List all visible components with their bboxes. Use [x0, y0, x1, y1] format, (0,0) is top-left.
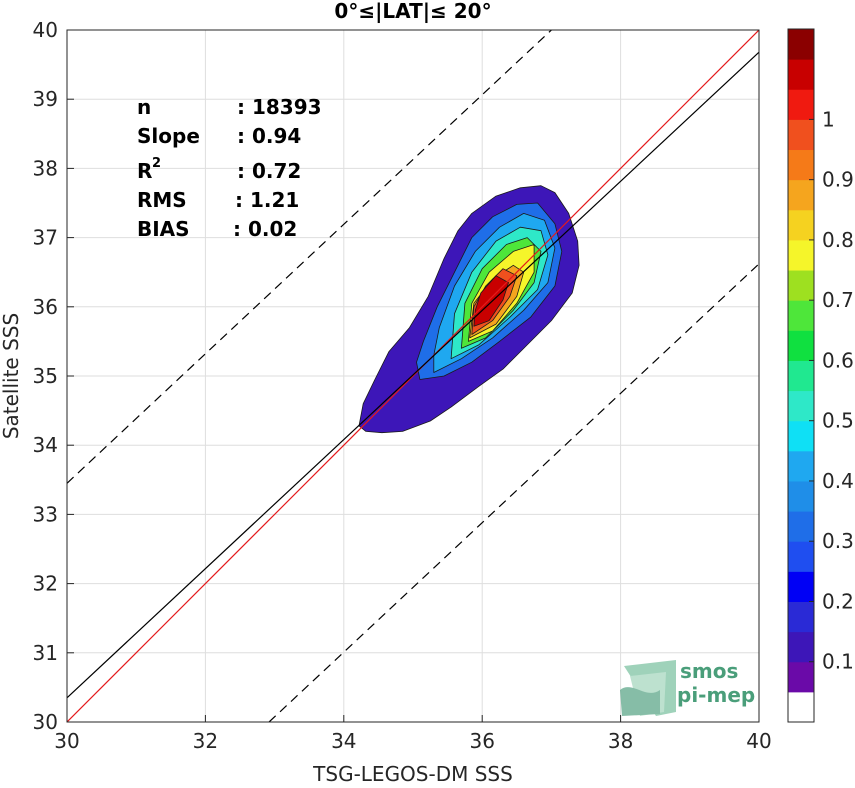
colorbar-band	[788, 691, 814, 723]
colorbar-band	[788, 119, 814, 151]
y-tick-label: 33	[33, 502, 58, 526]
stat-value: : 0.02	[233, 217, 297, 241]
logo-waves-icon	[620, 660, 676, 716]
colorbar-band	[788, 601, 814, 633]
x-tick-label: 38	[608, 729, 633, 753]
colorbar-tick-label: 0.5	[822, 409, 854, 433]
y-tick-label: 34	[33, 433, 58, 457]
watermark-text-line1: smos	[680, 659, 738, 683]
watermark-logo: smos pi-mep	[620, 659, 755, 716]
lower-bound-line	[268, 263, 759, 722]
colorbar-tick-label: 0.9	[822, 168, 854, 192]
stat-label: RMS	[137, 188, 187, 212]
colorbar-tick-label: 1	[822, 107, 835, 131]
colorbar-band	[788, 390, 814, 422]
colorbar-band	[788, 209, 814, 241]
stats-box: n : 18393 Slope : 0.94 R 2 : 0.72 RMS : 1.21 BIAS…	[137, 95, 322, 241]
axes: 30 32 34 36 38 40 30 31 32 33 34 35 36 37 38 39 40	[33, 18, 772, 753]
colorbar-band	[788, 541, 814, 572]
colorbar-tick-label: 0.6	[822, 348, 854, 372]
y-tick-label: 35	[33, 364, 58, 388]
y-tick-label: 36	[33, 295, 58, 319]
colorbar: 0.1 0.2 0.3 0.4 0.5 0.6 0.7 0.8 0.9 1	[787, 28, 854, 723]
chart-title: 0°≤|LAT|≤ 20°	[334, 0, 491, 23]
colorbar-band	[788, 480, 814, 512]
x-tick-label: 34	[331, 729, 356, 753]
colorbar-tick-label: 0.8	[822, 228, 854, 252]
colorbar-tick-label: 0.1	[822, 650, 854, 674]
colorbar-band	[788, 360, 814, 392]
y-tick-label: 32	[33, 572, 58, 596]
y-tick-label: 37	[33, 226, 58, 250]
colorbar-band	[788, 239, 814, 271]
y-tick-label: 38	[33, 156, 58, 180]
stat-value: : 1.21	[235, 188, 299, 212]
colorbar-tick-label: 0.2	[822, 589, 854, 613]
colorbar-band	[788, 300, 814, 331]
y-axis-label: Satellite SSS	[0, 313, 23, 439]
colorbar-band	[788, 450, 814, 482]
colorbar-band	[788, 89, 814, 120]
upper-bound-line	[67, 30, 552, 484]
x-tick-label: 30	[54, 729, 79, 753]
colorbar-band	[788, 330, 814, 361]
stat-value: : 0.94	[237, 124, 301, 148]
watermark-text-line2: pi-mep	[677, 683, 755, 707]
stat-value: : 0.72	[237, 159, 301, 183]
reference-lines	[67, 30, 759, 722]
colorbar-band	[788, 420, 814, 452]
stat-label: R	[137, 159, 152, 183]
colorbar-band	[788, 59, 814, 90]
y-tick-label: 40	[33, 18, 58, 42]
stat-value: : 18393	[237, 95, 322, 119]
colorbar-band	[788, 270, 814, 301]
y-tick-label: 31	[33, 641, 58, 665]
grid	[67, 30, 759, 722]
colorbar-band	[788, 571, 814, 602]
colorbar-frame	[787, 28, 815, 723]
y-tick-label: 30	[33, 710, 58, 734]
colorbar-band	[788, 179, 814, 211]
colorbar-tick-label: 0.7	[822, 288, 854, 312]
identity-line	[67, 30, 759, 722]
y-tick-label: 39	[33, 87, 58, 111]
stat-label: n	[137, 95, 151, 119]
stat-label-superscript: 2	[152, 156, 161, 171]
stat-label: BIAS	[137, 217, 190, 241]
colorbar-band	[788, 631, 814, 663]
x-tick-label: 32	[193, 729, 218, 753]
fit-line	[67, 51, 759, 699]
x-axis-label: TSG-LEGOS-DM SSS	[312, 762, 513, 784]
colorbar-band	[788, 661, 814, 693]
x-tick-label: 36	[469, 729, 494, 753]
stat-label: Slope	[137, 124, 200, 148]
colorbar-band	[788, 149, 814, 181]
x-tick-label: 40	[746, 729, 771, 753]
colorbar-tick-label: 0.3	[822, 529, 854, 553]
colorbar-band	[788, 29, 814, 60]
colorbar-band	[788, 511, 814, 542]
colorbar-tick-label: 0.4	[822, 469, 854, 493]
